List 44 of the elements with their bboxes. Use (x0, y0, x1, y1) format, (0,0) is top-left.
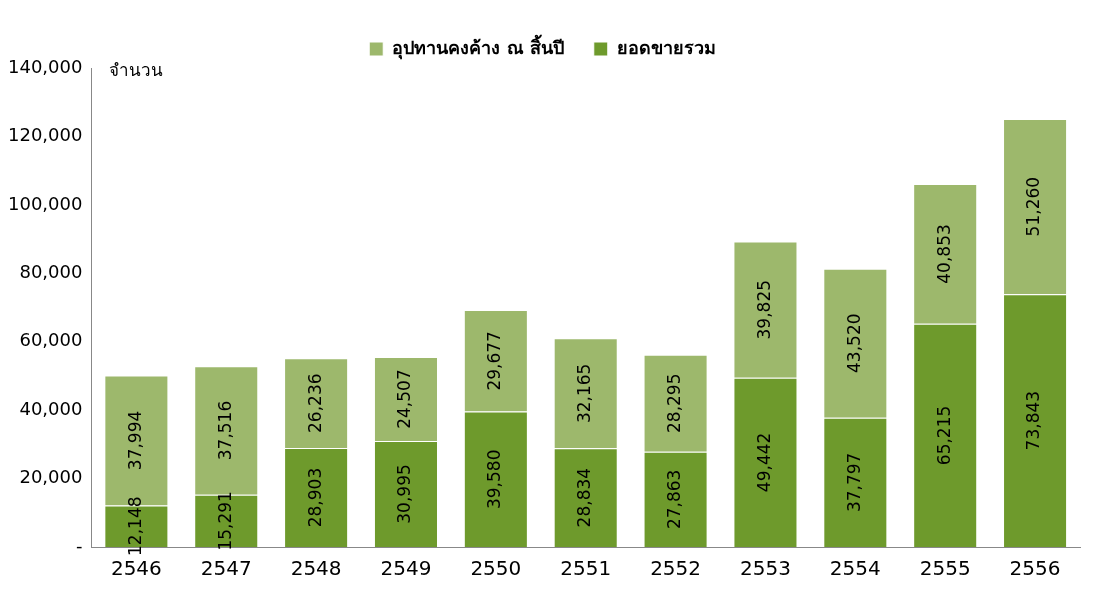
data-label: 28,295 (664, 373, 685, 434)
data-label: 28,834 (574, 467, 595, 528)
legend-label: ยอดขายรวม (616, 36, 716, 58)
y-tick-label: 40,000 (19, 397, 83, 419)
y-tick-label: - (75, 534, 83, 556)
data-label: 29,677 (484, 331, 505, 391)
data-label: 43,520 (843, 313, 864, 373)
data-label: 40,853 (933, 224, 954, 284)
x-tick-label: 2556 (1009, 556, 1061, 581)
y-tick-label: 20,000 (19, 466, 83, 488)
y-tick-label: 60,000 (19, 329, 83, 351)
x-tick-label: 2548 (290, 556, 342, 581)
data-label: 37,797 (843, 452, 864, 513)
y-tick-label: 120,000 (8, 124, 83, 146)
data-label: 27,863 (664, 469, 685, 530)
x-tick-label: 2555 (919, 556, 971, 581)
data-label: 32,165 (574, 363, 595, 424)
x-tick-label: 2546 (110, 556, 162, 581)
x-tick-label: 2547 (200, 556, 252, 581)
x-tick-label: 2554 (829, 556, 881, 581)
data-label: 39,825 (753, 279, 774, 340)
x-tick-label: 2553 (740, 556, 791, 581)
data-label: 37,994 (124, 410, 145, 471)
data-label: 65,215 (933, 405, 954, 466)
data-label: 28,903 (304, 467, 325, 528)
x-tick-label: 2552 (650, 556, 702, 581)
data-label: 24,507 (394, 369, 415, 429)
y-axis-title: จำนวน (109, 60, 164, 81)
x-tick-label: 2551 (560, 556, 612, 581)
data-label: 26,236 (304, 373, 325, 433)
data-label: 39,580 (484, 449, 505, 510)
data-label: 49,442 (753, 432, 774, 493)
y-tick-label: 80,000 (19, 260, 83, 282)
legend-label: อุปทานคงค้าง ณ สิ้นปี (392, 33, 564, 60)
x-tick-label: 2549 (380, 556, 432, 581)
data-label: 15,291 (214, 491, 235, 551)
data-label: 30,995 (394, 464, 415, 524)
y-tick-label: 140,000 (8, 55, 83, 77)
y-tick-label: 100,000 (8, 192, 83, 214)
data-label: 51,260 (1023, 176, 1044, 237)
x-tick-label: 2550 (470, 556, 522, 581)
data-label: 73,843 (1023, 390, 1044, 451)
data-label: 12,148 (124, 496, 145, 556)
data-label: 37,516 (214, 400, 235, 461)
